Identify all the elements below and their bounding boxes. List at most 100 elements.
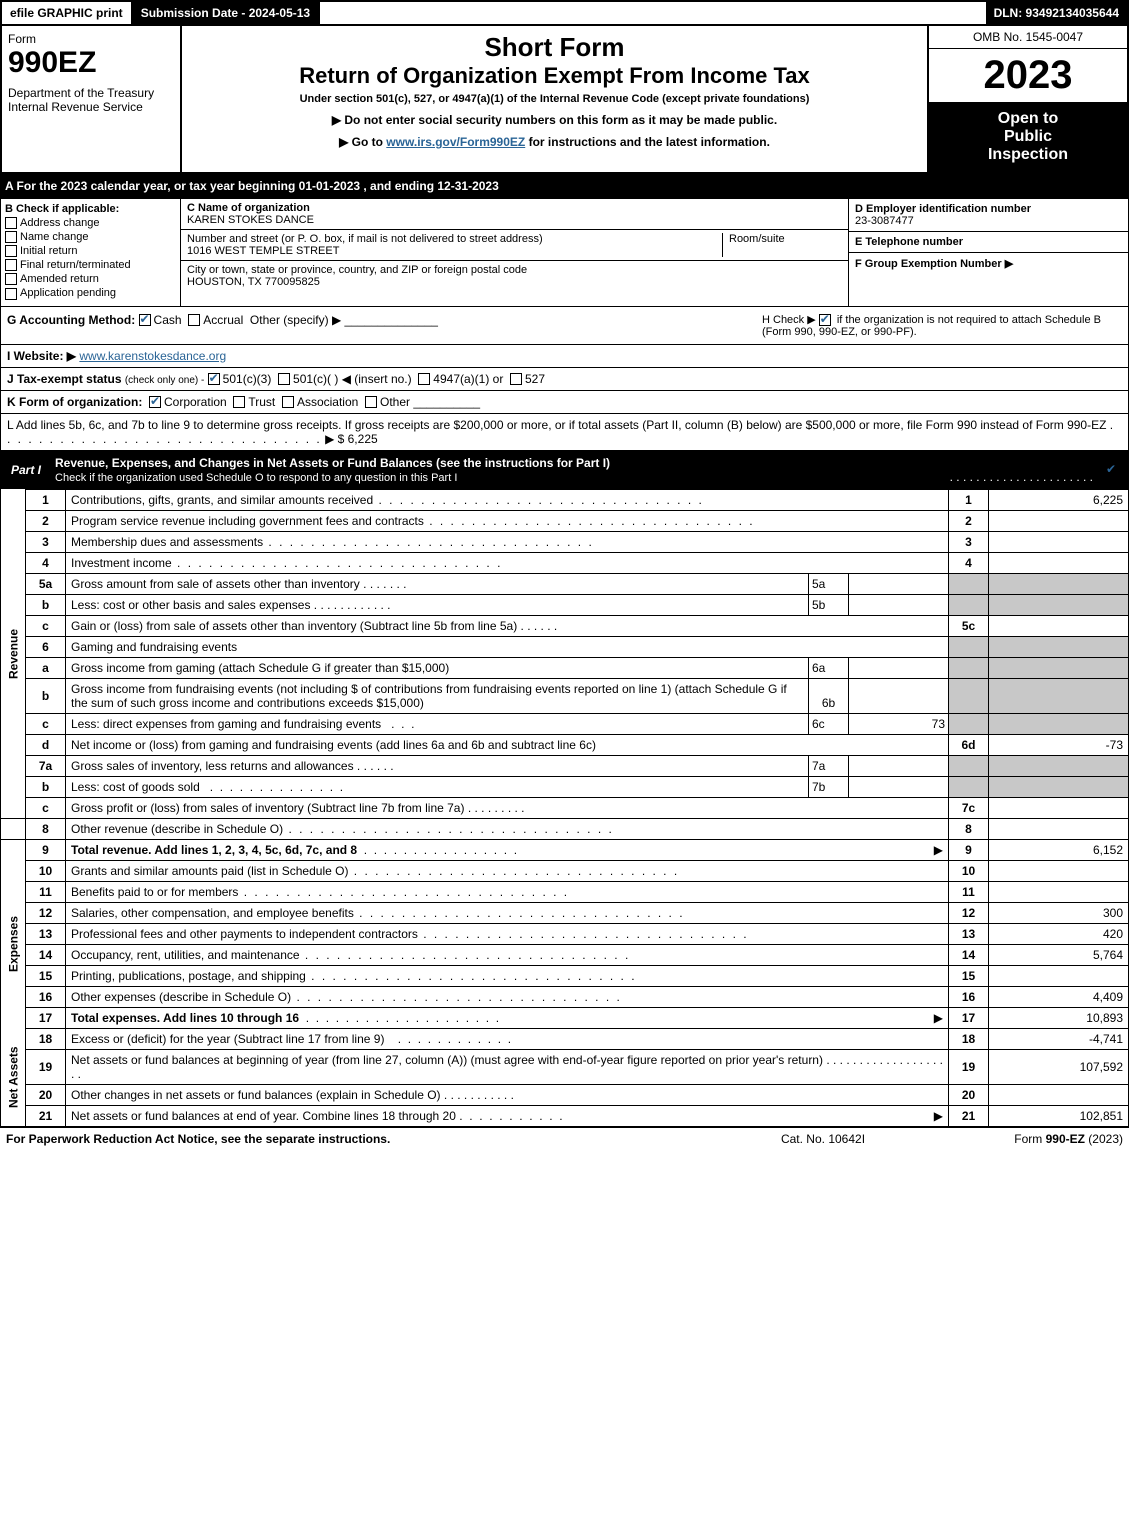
goto-prefix: ▶ Go to: [339, 135, 386, 149]
form-footer: For Paperwork Reduction Act Notice, see …: [0, 1127, 1129, 1150]
line-7a: 7aGross sales of inventory, less returns…: [1, 755, 1129, 776]
row-e-phone: E Telephone number: [849, 232, 1128, 253]
org-name-value: KAREN STOKES DANCE: [187, 214, 314, 226]
line-12: 12Salaries, other compensation, and empl…: [1, 902, 1129, 923]
paperwork-notice: For Paperwork Reduction Act Notice, see …: [6, 1132, 723, 1146]
cb-501c[interactable]: [278, 373, 290, 385]
row-k-form-org: K Form of organization: Corporation Trus…: [0, 391, 1129, 414]
i-label: I Website: ▶: [7, 349, 76, 363]
cash-label: Cash: [154, 313, 182, 327]
form-header: Form 990EZ Department of the Treasury In…: [0, 26, 1129, 174]
form-word: Form: [8, 32, 174, 46]
line-2: 2Program service revenue including gover…: [1, 510, 1129, 531]
cb-application-pending[interactable]: Application pending: [5, 287, 176, 299]
k-o2: Association: [297, 395, 358, 409]
topbar-spacer: [320, 2, 985, 24]
block-bcdef: B Check if applicable: Address change Na…: [0, 198, 1129, 307]
submission-date: Submission Date - 2024-05-13: [133, 2, 320, 24]
cb-final-return[interactable]: Final return/terminated: [5, 259, 176, 271]
line-16: 16Other expenses (describe in Schedule O…: [1, 986, 1129, 1007]
dln-label: DLN: 93492134035644: [986, 2, 1127, 24]
goto-suffix: for instructions and the latest informat…: [529, 135, 770, 149]
side-expenses: Expenses: [1, 860, 26, 1028]
cb-not-required[interactable]: [819, 314, 831, 326]
cb-corporation[interactable]: [149, 396, 161, 408]
l-text: L Add lines 5b, 6c, and 7b to line 9 to …: [7, 418, 1106, 432]
line-6d: dNet income or (loss) from gaming and fu…: [1, 734, 1129, 755]
cb-association[interactable]: [282, 396, 294, 408]
cb-527[interactable]: [510, 373, 522, 385]
line-21: 21Net assets or fund balances at end of …: [1, 1105, 1129, 1126]
addr-value: 1016 WEST TEMPLE STREET: [187, 245, 339, 257]
k-label: K Form of organization:: [7, 395, 142, 409]
col-c-org-info: C Name of organization KAREN STOKES DANC…: [181, 199, 848, 306]
h-text1: H Check ▶: [762, 314, 816, 326]
row-i-website: I Website: ▶ www.karenstokesdance.org: [0, 345, 1129, 368]
part-i-sub: Check if the organization used Schedule …: [55, 472, 457, 484]
org-city-row: City or town, state or province, country…: [181, 261, 848, 291]
line-7b: bLess: cost of goods sold . . . . . . . …: [1, 776, 1129, 797]
col-b-label: B Check if applicable:: [5, 203, 119, 215]
line-6c: cLess: direct expenses from gaming and f…: [1, 713, 1129, 734]
line-3: 3Membership dues and assessments3: [1, 531, 1129, 552]
irs-link[interactable]: www.irs.gov/Form990EZ: [386, 135, 525, 149]
e-label: E Telephone number: [855, 236, 963, 248]
j-o3: 4947(a)(1) or: [433, 372, 503, 386]
form-number: 990EZ: [8, 46, 174, 80]
inspection-line1: Open to: [933, 110, 1123, 128]
line-18: Net Assets 18Excess or (deficit) for the…: [1, 1028, 1129, 1049]
other-label: Other (specify) ▶: [250, 313, 341, 327]
line-17: 17Total expenses. Add lines 10 through 1…: [1, 1007, 1129, 1028]
inspection-line2: Public: [933, 128, 1123, 146]
line-8: 8Other revenue (describe in Schedule O)8: [1, 818, 1129, 839]
row-gh: G Accounting Method: Cash Accrual Other …: [0, 307, 1129, 345]
cb-initial-return[interactable]: Initial return: [5, 245, 176, 257]
line-14: 14Occupancy, rent, utilities, and mainte…: [1, 944, 1129, 965]
j-o2: 501(c)( ) ◀ (insert no.): [293, 372, 412, 386]
form-ref: Form 990-EZ (2023): [923, 1132, 1123, 1146]
website-link[interactable]: www.karenstokesdance.org: [79, 349, 226, 363]
line-13: 13Professional fees and other payments t…: [1, 923, 1129, 944]
col-def: D Employer identification number 23-3087…: [848, 199, 1128, 306]
cb-cash[interactable]: [139, 314, 151, 326]
org-addr-row: Number and street (or P. O. box, if mail…: [181, 230, 848, 261]
row-h-schedule-b: H Check ▶ if the organization is not req…: [762, 313, 1122, 338]
line-5b: bLess: cost or other basis and sales exp…: [1, 594, 1129, 615]
line-15: 15Printing, publications, postage, and s…: [1, 965, 1129, 986]
cb-accrual[interactable]: [188, 314, 200, 326]
cb-used-schedule-o[interactable]: [1105, 464, 1117, 476]
k-o0: Corporation: [164, 395, 227, 409]
cb-amended-return[interactable]: Amended return: [5, 273, 176, 285]
cb-address-change[interactable]: Address change: [5, 217, 176, 229]
cb-501c3[interactable]: [208, 373, 220, 385]
h-text2: if the organization is not required to a…: [837, 314, 1101, 326]
cb-4947[interactable]: [418, 373, 430, 385]
h-text3: (Form 990, 990-EZ, or 990-PF).: [762, 326, 917, 338]
room-label: Room/suite: [729, 233, 785, 245]
f-label: F Group Exemption Number ▶: [855, 258, 1013, 270]
row-f-group: F Group Exemption Number ▶: [849, 253, 1128, 274]
org-name-label: C Name of organization: [187, 202, 310, 214]
g-label: G Accounting Method:: [7, 313, 135, 327]
cb-trust[interactable]: [233, 396, 245, 408]
cat-no: Cat. No. 10642I: [723, 1132, 923, 1146]
city-value: HOUSTON, TX 770095825: [187, 276, 320, 288]
cb-other-org[interactable]: [365, 396, 377, 408]
line-20: 20Other changes in net assets or fund ba…: [1, 1084, 1129, 1105]
row-d-ein: D Employer identification number 23-3087…: [849, 199, 1128, 232]
line-11: 11Benefits paid to or for members11: [1, 881, 1129, 902]
inspection-box: Open to Public Inspection: [929, 102, 1127, 172]
cb-name-change[interactable]: Name change: [5, 231, 176, 243]
part-i-table: Revenue 1Contributions, gifts, grants, a…: [0, 489, 1129, 1127]
col-b-checkboxes: B Check if applicable: Address change Na…: [1, 199, 181, 306]
j-sub: (check only one) -: [125, 375, 204, 386]
efile-label[interactable]: efile GRAPHIC print: [2, 2, 133, 24]
part-i-title: Revenue, Expenses, and Changes in Net As…: [51, 452, 1097, 488]
addr-label: Number and street (or P. O. box, if mail…: [187, 233, 543, 245]
line-5a: 5aGross amount from sale of assets other…: [1, 573, 1129, 594]
j-o1: 501(c)(3): [223, 372, 272, 386]
tax-year: 2023: [929, 49, 1127, 102]
line-6a: aGross income from gaming (attach Schedu…: [1, 657, 1129, 678]
top-bar: efile GRAPHIC print Submission Date - 20…: [0, 0, 1129, 26]
line-7c: cGross profit or (loss) from sales of in…: [1, 797, 1129, 818]
